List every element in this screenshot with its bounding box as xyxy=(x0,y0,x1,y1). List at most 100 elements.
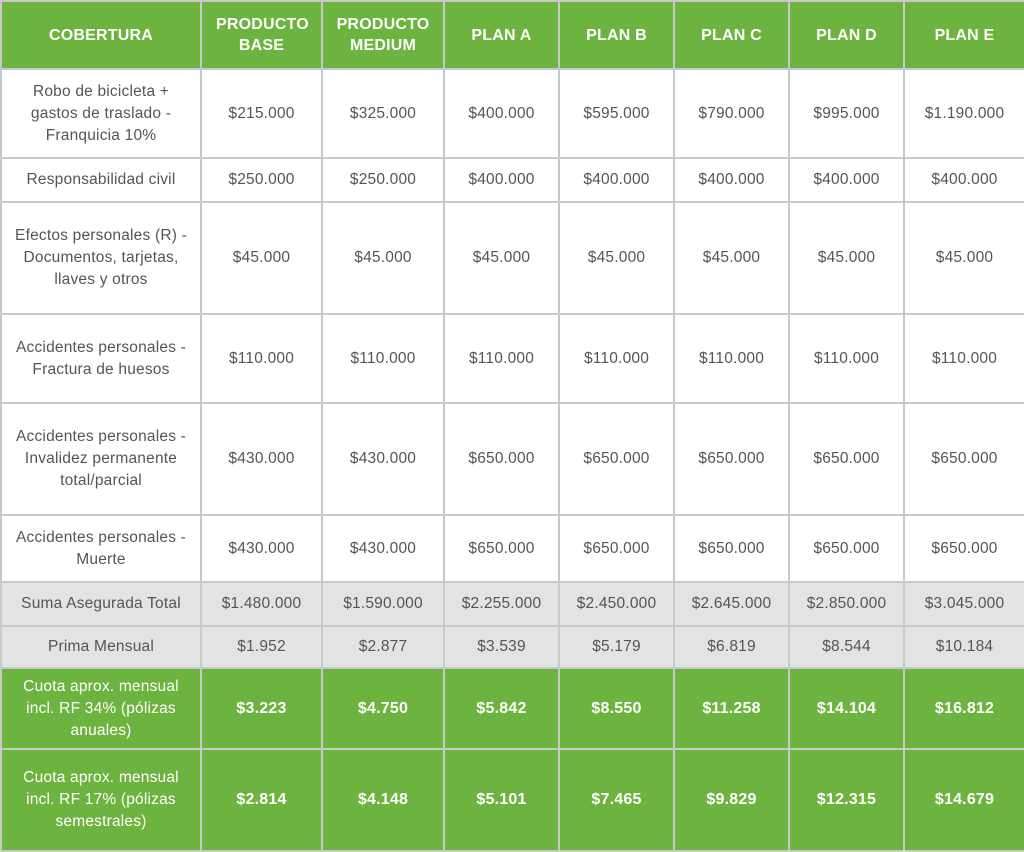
premium-value: $2.877 xyxy=(321,625,445,669)
coverage-value: $110.000 xyxy=(321,313,445,404)
coverage-value: $650.000 xyxy=(673,402,790,516)
quota-value: $14.104 xyxy=(788,667,905,750)
coverage-value: $250.000 xyxy=(200,157,323,203)
quota-value: $4.148 xyxy=(321,748,445,852)
header-row: COBERTURA PRODUCTO BASE PRODUCTO MEDIUM … xyxy=(0,0,1024,70)
quota-value: $5.101 xyxy=(443,748,560,852)
total-value: $2.255.000 xyxy=(443,581,560,627)
coverage-value: $595.000 xyxy=(558,68,675,159)
coverage-label: Accidentes personales - Fractura de hues… xyxy=(0,313,202,404)
table-row: Efectos personales (R) - Documentos, tar… xyxy=(0,201,1024,315)
coverage-value: $995.000 xyxy=(788,68,905,159)
quota-label: Cuota aprox. mensual incl. RF 17% (póliz… xyxy=(0,748,202,852)
table-row: Accidentes personales - Invalidez perman… xyxy=(0,402,1024,516)
coverage-value: $400.000 xyxy=(443,68,560,159)
coverage-value: $45.000 xyxy=(903,201,1024,315)
coverage-label: Accidentes personales - Muerte xyxy=(0,514,202,583)
coverage-value: $250.000 xyxy=(321,157,445,203)
premium-value: $3.539 xyxy=(443,625,560,669)
header-plan: PLAN A xyxy=(443,0,560,70)
coverage-value: $650.000 xyxy=(558,402,675,516)
premium-row: Prima Mensual $1.952 $2.877 $3.539 $5.17… xyxy=(0,625,1024,669)
coverage-value: $110.000 xyxy=(903,313,1024,404)
quota-row-annual: Cuota aprox. mensual incl. RF 34% (póliz… xyxy=(0,667,1024,750)
coverage-label: Responsabilidad civil xyxy=(0,157,202,203)
coverage-label: Robo de bicicleta + gastos de traslado -… xyxy=(0,68,202,159)
coverage-value: $430.000 xyxy=(321,402,445,516)
coverage-value: $430.000 xyxy=(321,514,445,583)
coverage-value: $45.000 xyxy=(200,201,323,315)
total-value: $3.045.000 xyxy=(903,581,1024,627)
coverage-value: $45.000 xyxy=(558,201,675,315)
coverage-value: $650.000 xyxy=(673,514,790,583)
premium-value: $8.544 xyxy=(788,625,905,669)
total-label: Suma Asegurada Total xyxy=(0,581,202,627)
total-value: $2.850.000 xyxy=(788,581,905,627)
coverage-value: $650.000 xyxy=(443,514,560,583)
coverage-value: $650.000 xyxy=(788,402,905,516)
quota-value: $7.465 xyxy=(558,748,675,852)
coverage-value: $650.000 xyxy=(443,402,560,516)
coverage-value: $650.000 xyxy=(903,402,1024,516)
coverage-value: $1.190.000 xyxy=(903,68,1024,159)
coverage-label: Accidentes personales - Invalidez perman… xyxy=(0,402,202,516)
header-plan: PLAN C xyxy=(673,0,790,70)
coverage-value: $215.000 xyxy=(200,68,323,159)
quota-value: $4.750 xyxy=(321,667,445,750)
coverage-value: $650.000 xyxy=(558,514,675,583)
header-plan: PLAN B xyxy=(558,0,675,70)
quota-value: $16.812 xyxy=(903,667,1024,750)
coverage-value: $400.000 xyxy=(443,157,560,203)
header-plan: PRODUCTO MEDIUM xyxy=(321,0,445,70)
quota-value: $11.258 xyxy=(673,667,790,750)
coverage-value: $45.000 xyxy=(321,201,445,315)
premium-value: $5.179 xyxy=(558,625,675,669)
coverage-value: $430.000 xyxy=(200,514,323,583)
coverage-value: $790.000 xyxy=(673,68,790,159)
coverage-value: $430.000 xyxy=(200,402,323,516)
coverage-value: $650.000 xyxy=(788,514,905,583)
total-value: $1.590.000 xyxy=(321,581,445,627)
quota-value: $12.315 xyxy=(788,748,905,852)
coverage-value: $400.000 xyxy=(788,157,905,203)
coverage-value: $400.000 xyxy=(903,157,1024,203)
quota-value: $3.223 xyxy=(200,667,323,750)
coverage-value: $400.000 xyxy=(558,157,675,203)
header-cobertura: COBERTURA xyxy=(0,0,202,70)
premium-value: $10.184 xyxy=(903,625,1024,669)
header-plan: PLAN D xyxy=(788,0,905,70)
quota-value: $2.814 xyxy=(200,748,323,852)
coverage-value: $45.000 xyxy=(443,201,560,315)
premium-value: $1.952 xyxy=(200,625,323,669)
quota-label: Cuota aprox. mensual incl. RF 34% (póliz… xyxy=(0,667,202,750)
coverage-value: $650.000 xyxy=(903,514,1024,583)
quota-value: $9.829 xyxy=(673,748,790,852)
premium-label: Prima Mensual xyxy=(0,625,202,669)
coverage-value: $45.000 xyxy=(673,201,790,315)
coverage-value: $110.000 xyxy=(673,313,790,404)
coverage-value: $110.000 xyxy=(558,313,675,404)
coverage-value: $45.000 xyxy=(788,201,905,315)
quota-value: $5.842 xyxy=(443,667,560,750)
table-row: Responsabilidad civil $250.000 $250.000 … xyxy=(0,157,1024,203)
coverage-label: Efectos personales (R) - Documentos, tar… xyxy=(0,201,202,315)
coverage-value: $110.000 xyxy=(200,313,323,404)
total-value: $2.450.000 xyxy=(558,581,675,627)
total-value: $2.645.000 xyxy=(673,581,790,627)
table-row: Robo de bicicleta + gastos de traslado -… xyxy=(0,68,1024,159)
coverage-value: $325.000 xyxy=(321,68,445,159)
coverage-value: $110.000 xyxy=(443,313,560,404)
quota-value: $8.550 xyxy=(558,667,675,750)
header-plan: PLAN E xyxy=(903,0,1024,70)
quota-row-semestral: Cuota aprox. mensual incl. RF 17% (póliz… xyxy=(0,748,1024,852)
table-row: Accidentes personales - Muerte $430.000 … xyxy=(0,514,1024,583)
premium-value: $6.819 xyxy=(673,625,790,669)
coverage-value: $400.000 xyxy=(673,157,790,203)
total-value: $1.480.000 xyxy=(200,581,323,627)
coverage-value: $110.000 xyxy=(788,313,905,404)
quota-value: $14.679 xyxy=(903,748,1024,852)
total-row: Suma Asegurada Total $1.480.000 $1.590.0… xyxy=(0,581,1024,627)
table-row: Accidentes personales - Fractura de hues… xyxy=(0,313,1024,404)
header-plan: PRODUCTO BASE xyxy=(200,0,323,70)
